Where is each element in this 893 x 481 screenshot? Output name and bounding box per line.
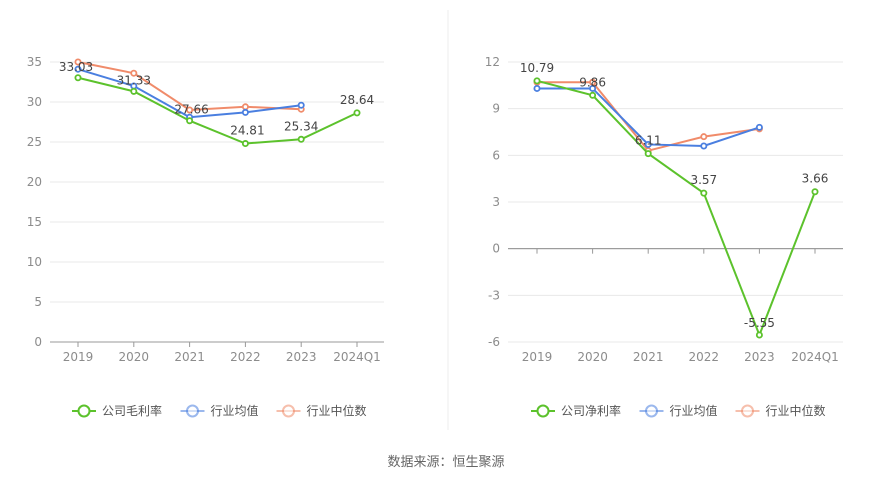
data-label: 31.33 [117,73,151,87]
legend-label: 公司毛利率 [102,403,162,418]
data-point-0 [700,189,708,197]
data-point-0 [353,109,361,117]
y-tick-label: 6 [492,148,500,162]
data-point-2 [130,69,138,77]
y-tick-label: 15 [27,215,42,229]
y-tick-label: 35 [27,55,42,69]
data-point-0 [241,140,249,148]
data-point-0 [811,188,819,196]
data-label: 25.34 [284,119,318,133]
y-tick-label: 3 [492,195,500,209]
data-source: 数据来源：恒生聚源 [387,455,504,470]
data-point-2 [74,58,82,66]
legend-marker [536,404,550,418]
x-tick-label: 2021 [174,350,205,364]
x-tick-label: 2023 [286,350,317,364]
legend-item: 行业均值 [639,403,718,418]
x-tick-label: 2023 [744,350,775,364]
data-point-2 [700,133,708,141]
y-tick-label: 30 [27,95,42,109]
y-tick-label: 0 [34,335,42,349]
data-label: -5.55 [744,316,775,330]
series-line-0 [536,79,816,338]
data-point-1 [755,123,763,131]
data-point-0 [186,117,194,125]
y-tick-label: -6 [488,335,500,349]
data-point-1 [533,84,541,92]
legend-item: 行业中位数 [735,403,826,418]
y-tick-label: 20 [27,175,42,189]
legend-marker [645,404,658,418]
x-tick-label: 2021 [633,350,664,364]
data-label: 27.66 [174,103,208,117]
legend-item: 行业中位数 [276,403,367,418]
y-tick-label: 25 [27,135,42,149]
x-tick-label: 2019 [63,350,94,364]
y-tick-label: 0 [492,242,500,256]
data-label: 10.79 [520,61,554,75]
gross-margin-chart: 0 5 10 15 20 25 30 35 2019 2020 2021 2022 2023 2024Q1… [27,55,384,418]
legend-item: 公司毛利率 [72,403,162,418]
data-point-0 [589,91,597,99]
x-tick-label: 2020 [577,350,608,364]
data-point-0 [533,77,541,85]
x-tick-label: 2020 [119,350,150,364]
data-label: 3.66 [802,172,829,186]
legend-marker [77,404,91,418]
data-point-0 [755,331,763,339]
y-tick-label: -3 [488,288,500,302]
data-label: 6.11 [635,134,662,148]
data-point-1 [74,65,82,73]
data-point-2 [186,106,194,114]
data-label: 24.81 [230,124,264,138]
y-tick-label: 5 [34,295,42,309]
net-margin-chart: -6 -3 0 3 6 9 12 2019 2020 2021 2022 2023 2024Q1 10.7… [485,55,843,418]
y-tick-label: 12 [485,55,500,69]
x-tick-label: 2022 [689,350,720,364]
x-tick-label: 2024Q1 [333,350,381,364]
data-point-0 [297,135,305,143]
y-tick-label: 10 [27,255,42,269]
series-line-0 [77,76,358,145]
legend-label: 行业均值 [670,403,718,418]
data-point-0 [130,87,138,95]
legend-label: 行业中位数 [766,403,826,418]
legend-item: 公司净利率 [531,403,621,418]
data-label: 9.86 [579,75,606,89]
data-label: 33.03 [59,60,93,74]
legend-label: 行业中位数 [307,403,367,418]
x-tick-label: 2022 [230,350,261,364]
data-label: 28.64 [340,93,374,107]
legend-label: 行业均值 [211,403,259,418]
x-tick-label: 2019 [522,350,553,364]
legend-marker [186,404,199,418]
legend-label: 公司净利率 [561,403,621,418]
legend-marker [282,404,295,418]
data-point-2 [589,78,597,86]
legend-item: 行业均值 [180,403,259,418]
data-point-2 [241,103,249,111]
data-point-1 [644,140,652,148]
data-point-1 [297,101,305,109]
data-point-1 [589,84,597,92]
data-point-0 [644,150,652,158]
y-tick-label: 9 [492,102,500,116]
data-point-1 [241,108,249,116]
legend-marker [741,404,754,418]
x-tick-label: 2024Q1 [791,350,839,364]
data-point-0 [74,74,82,82]
data-label: 3.57 [690,173,717,187]
data-point-1 [700,142,708,150]
